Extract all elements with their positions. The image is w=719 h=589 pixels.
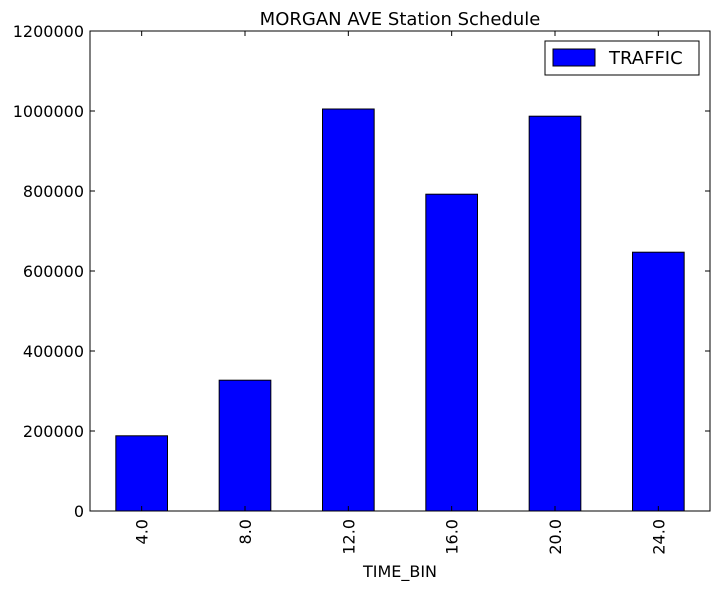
y-tick-label: 800000 [23,182,84,201]
legend: TRAFFIC [544,40,700,76]
x-tick-label: 20.0 [546,519,565,555]
x-tick-label: 8.0 [236,519,255,544]
y-tick-label: 600000 [23,262,84,281]
bar-24.0 [632,251,685,512]
y-tick-label: 0 [74,502,84,521]
x-axis-title: TIME_BIN [362,562,437,582]
chart-title: MORGAN AVE Station Schedule [260,9,541,30]
x-tick-label: 16.0 [443,519,462,555]
bar-8.0 [218,379,272,512]
bar-12.0 [322,108,375,512]
y-axis: 0 200000 400000 600000 800000 1000000 1200000 [13,22,710,521]
x-tick-label: 4.0 [133,519,152,544]
y-tick-label: 400000 [23,342,84,361]
legend-label-traffic: TRAFFIC [608,48,683,69]
bar-4.0 [115,435,169,512]
x-axis: 4.0 8.0 12.0 16.0 20.0 24.0 [133,31,668,555]
bars-layer [115,108,685,512]
bar-20.0 [528,115,582,512]
plot-frame [89,30,711,512]
y-tick-label: 1200000 [13,22,84,41]
legend-swatch-traffic [552,48,596,67]
bar-16.0 [425,193,479,512]
y-tick-label: 1000000 [13,102,84,121]
x-tick-label: 24.0 [649,519,668,555]
x-tick-label: 12.0 [339,519,358,555]
y-tick-label: 200000 [23,422,84,441]
